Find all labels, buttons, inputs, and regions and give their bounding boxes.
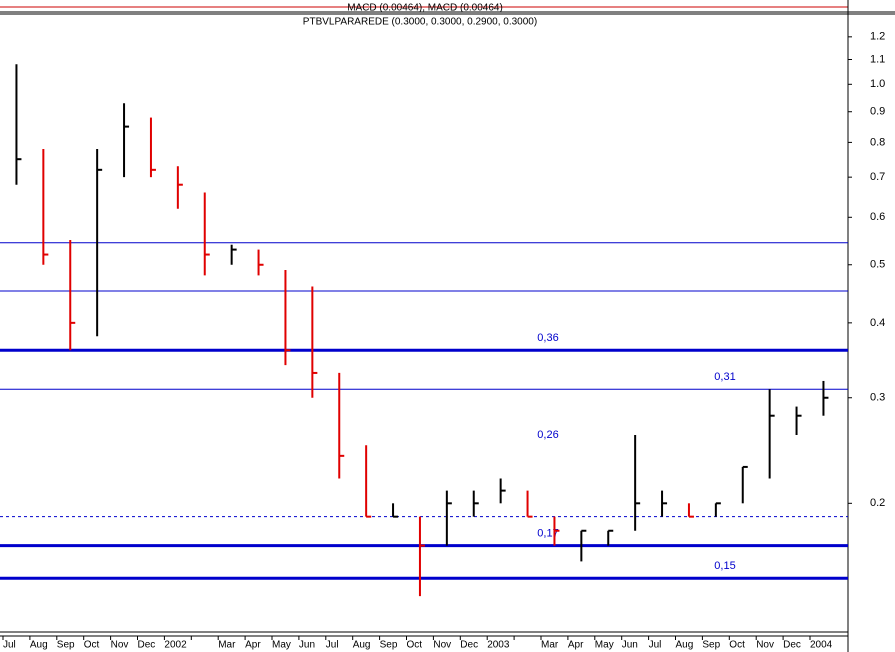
subtitle: MACD (0.00464), MACD (0.00464) — [347, 3, 503, 14]
x-tick-label: Jul — [326, 640, 339, 651]
level-label: 0,31 — [714, 371, 735, 383]
x-tick-label: Sep — [57, 640, 75, 651]
chart-title: PTBVLPARAREDE (0.3000, 0.3000, 0.2900, 0… — [303, 17, 537, 28]
x-tick-label: Mar — [218, 640, 236, 651]
y-tick-label: 1.1 — [870, 53, 885, 65]
y-tick-label: 0.3 — [870, 392, 885, 404]
x-tick-label: Jun — [622, 640, 638, 651]
x-tick-label: Dec — [460, 640, 478, 651]
x-tick-label: Aug — [353, 640, 371, 651]
x-tick-label: Aug — [30, 640, 48, 651]
x-tick-label: Oct — [407, 640, 423, 651]
x-tick-label: Aug — [676, 640, 694, 651]
y-tick-label: 0.8 — [870, 136, 885, 148]
x-tick-label: 2004 — [810, 640, 833, 651]
y-tick-label: 0.7 — [870, 171, 885, 183]
x-tick-label: Dec — [138, 640, 156, 651]
x-tick-label: 2003 — [487, 640, 510, 651]
x-tick-label: Nov — [433, 640, 451, 651]
x-tick-label: May — [272, 640, 291, 651]
x-tick-label: Nov — [111, 640, 129, 651]
x-tick-label: Apr — [245, 640, 261, 651]
x-tick-label: Dec — [783, 640, 801, 651]
x-tick-label: Sep — [380, 640, 398, 651]
level-label: 0,36 — [537, 332, 558, 344]
y-tick-label: 1.0 — [870, 78, 885, 90]
x-tick-label: Oct — [729, 640, 745, 651]
y-tick-label: 1.2 — [870, 31, 885, 43]
x-tick-label: Jul — [649, 640, 662, 651]
x-tick-label: 2002 — [164, 640, 187, 651]
x-tick-label: May — [595, 640, 614, 651]
x-tick-label: Apr — [568, 640, 584, 651]
x-tick-label: Jun — [299, 640, 315, 651]
y-tick-label: 0.9 — [870, 106, 885, 118]
x-tick-label: Jul — [3, 640, 16, 651]
x-tick-label: Sep — [702, 640, 720, 651]
x-tick-label: Nov — [756, 640, 774, 651]
y-tick-label: 0.4 — [870, 317, 885, 329]
level-label: 0,15 — [714, 560, 735, 572]
x-tick-label: Mar — [541, 640, 559, 651]
y-tick-label: 0.2 — [870, 497, 885, 509]
y-tick-label: 0.5 — [870, 259, 885, 271]
x-tick-label: Oct — [84, 640, 100, 651]
level-label: 0,17 — [537, 528, 558, 540]
level-label: 0,26 — [537, 429, 558, 441]
y-tick-label: 0.6 — [870, 211, 885, 223]
